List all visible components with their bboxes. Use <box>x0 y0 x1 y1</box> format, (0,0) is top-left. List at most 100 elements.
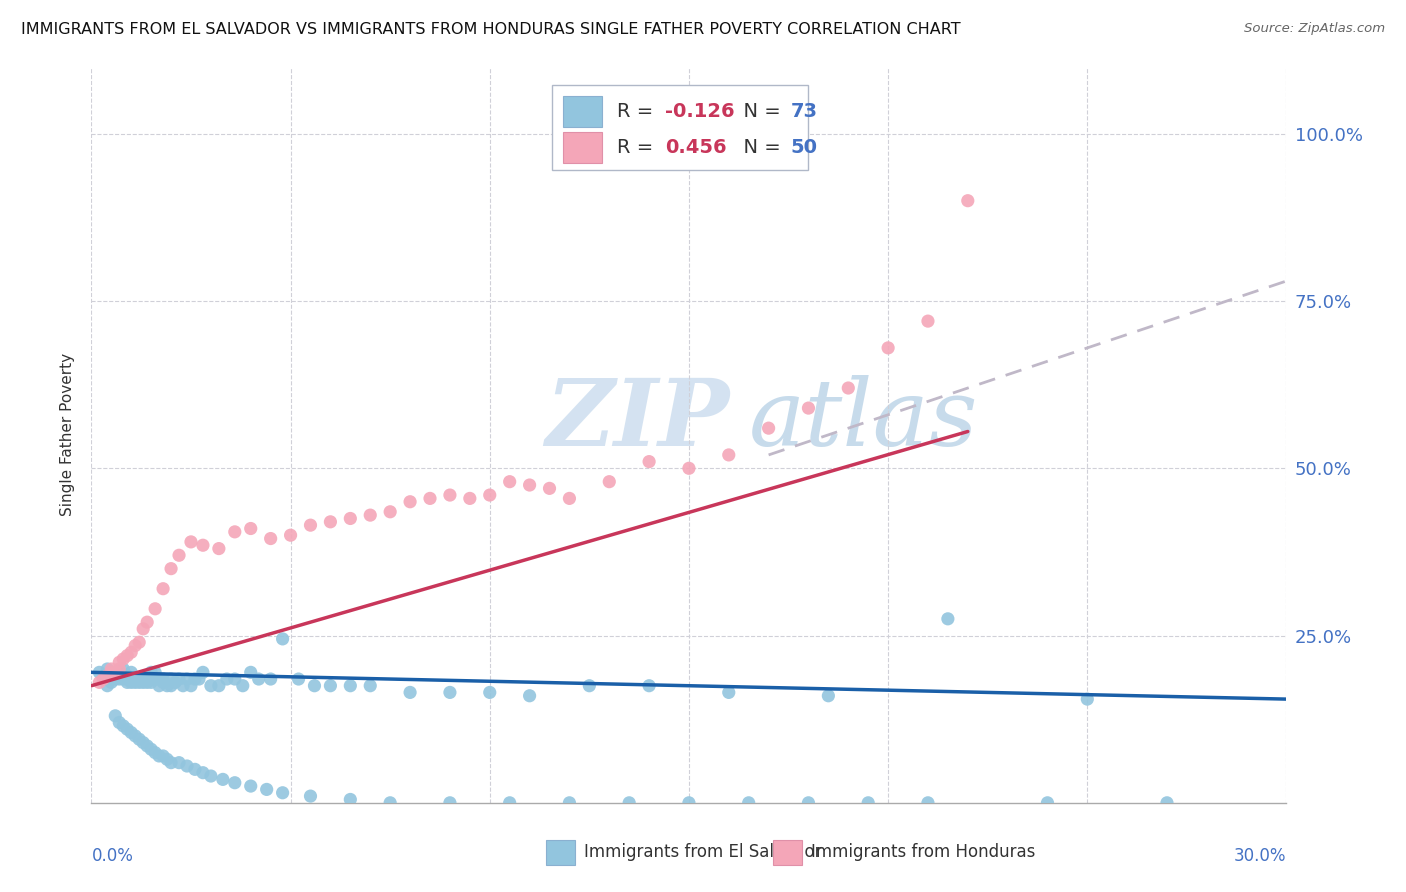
Text: ZIP: ZIP <box>546 376 730 465</box>
Point <box>717 685 740 699</box>
Point <box>837 381 859 395</box>
Point <box>160 672 183 686</box>
Point <box>115 669 138 683</box>
Point <box>304 679 326 693</box>
Text: IMMIGRANTS FROM EL SALVADOR VS IMMIGRANTS FROM HONDURAS SINGLE FATHER POVERTY CO: IMMIGRANTS FROM EL SALVADOR VS IMMIGRANT… <box>21 22 960 37</box>
Point <box>176 672 198 686</box>
Point <box>378 796 402 810</box>
Text: R =: R = <box>617 138 659 157</box>
Point <box>141 672 162 686</box>
Point <box>399 494 422 508</box>
Point <box>104 669 127 683</box>
Point <box>128 675 150 690</box>
Point <box>678 461 700 475</box>
Point <box>108 662 131 676</box>
Point <box>498 475 520 489</box>
Text: R =: R = <box>617 102 659 120</box>
Point <box>200 679 222 693</box>
Point <box>100 665 122 680</box>
Point <box>558 491 581 506</box>
Point <box>917 796 939 810</box>
Point <box>156 752 179 766</box>
Point <box>180 534 202 549</box>
Point <box>176 759 198 773</box>
Point <box>120 665 142 680</box>
Point <box>191 765 214 780</box>
FancyBboxPatch shape <box>546 839 575 865</box>
Text: 73: 73 <box>790 102 817 120</box>
Point <box>519 689 541 703</box>
Text: N =: N = <box>731 138 787 157</box>
Point <box>558 796 581 810</box>
Point <box>115 648 138 663</box>
Point <box>259 532 281 546</box>
Point <box>638 454 661 469</box>
Point <box>128 732 150 747</box>
Point <box>104 665 127 680</box>
Point <box>120 675 142 690</box>
Point <box>319 515 342 529</box>
Point <box>519 478 541 492</box>
Point <box>124 675 146 690</box>
Point <box>239 665 262 680</box>
FancyBboxPatch shape <box>564 95 602 127</box>
Point <box>817 689 839 703</box>
Text: 0.0%: 0.0% <box>91 847 134 865</box>
Point <box>96 662 118 676</box>
Point <box>143 602 166 616</box>
Point <box>239 779 262 793</box>
Point <box>184 672 207 686</box>
Point <box>1076 692 1098 706</box>
Point <box>100 675 122 690</box>
Point <box>152 749 174 764</box>
Point <box>359 679 381 693</box>
Point <box>339 679 361 693</box>
Point <box>163 675 186 690</box>
Point <box>280 528 302 542</box>
Point <box>917 314 939 328</box>
Point <box>184 762 207 776</box>
Point <box>115 672 138 686</box>
Point <box>180 679 202 693</box>
Point <box>271 786 294 800</box>
Point <box>191 538 214 552</box>
Point <box>143 746 166 760</box>
Point <box>478 488 501 502</box>
Point <box>112 719 135 733</box>
Point <box>188 672 211 686</box>
Point <box>136 615 159 630</box>
FancyBboxPatch shape <box>564 132 602 163</box>
Point <box>108 715 131 730</box>
Point <box>100 665 122 680</box>
Point <box>856 796 880 810</box>
Point <box>1036 796 1059 810</box>
Point <box>319 679 342 693</box>
Point <box>598 475 620 489</box>
Point <box>128 672 150 686</box>
Point <box>247 672 270 686</box>
Point <box>141 742 162 756</box>
Point <box>200 769 222 783</box>
Point <box>638 679 661 693</box>
Point <box>458 491 481 506</box>
Point <box>167 672 190 686</box>
Point <box>93 672 115 686</box>
FancyBboxPatch shape <box>772 839 803 865</box>
Point <box>152 582 174 596</box>
Point <box>108 655 131 669</box>
Point <box>737 796 759 810</box>
Point <box>104 672 127 686</box>
Point <box>132 672 155 686</box>
Point <box>93 672 115 686</box>
Point <box>108 672 131 686</box>
Point <box>419 491 441 506</box>
Point <box>148 672 170 686</box>
Point <box>141 665 162 680</box>
Point <box>578 679 600 693</box>
Y-axis label: Single Father Poverty: Single Father Poverty <box>60 353 76 516</box>
Point <box>132 622 155 636</box>
Point <box>104 665 127 680</box>
Point <box>208 541 231 556</box>
Text: 0.456: 0.456 <box>665 138 727 157</box>
Point <box>339 792 361 806</box>
